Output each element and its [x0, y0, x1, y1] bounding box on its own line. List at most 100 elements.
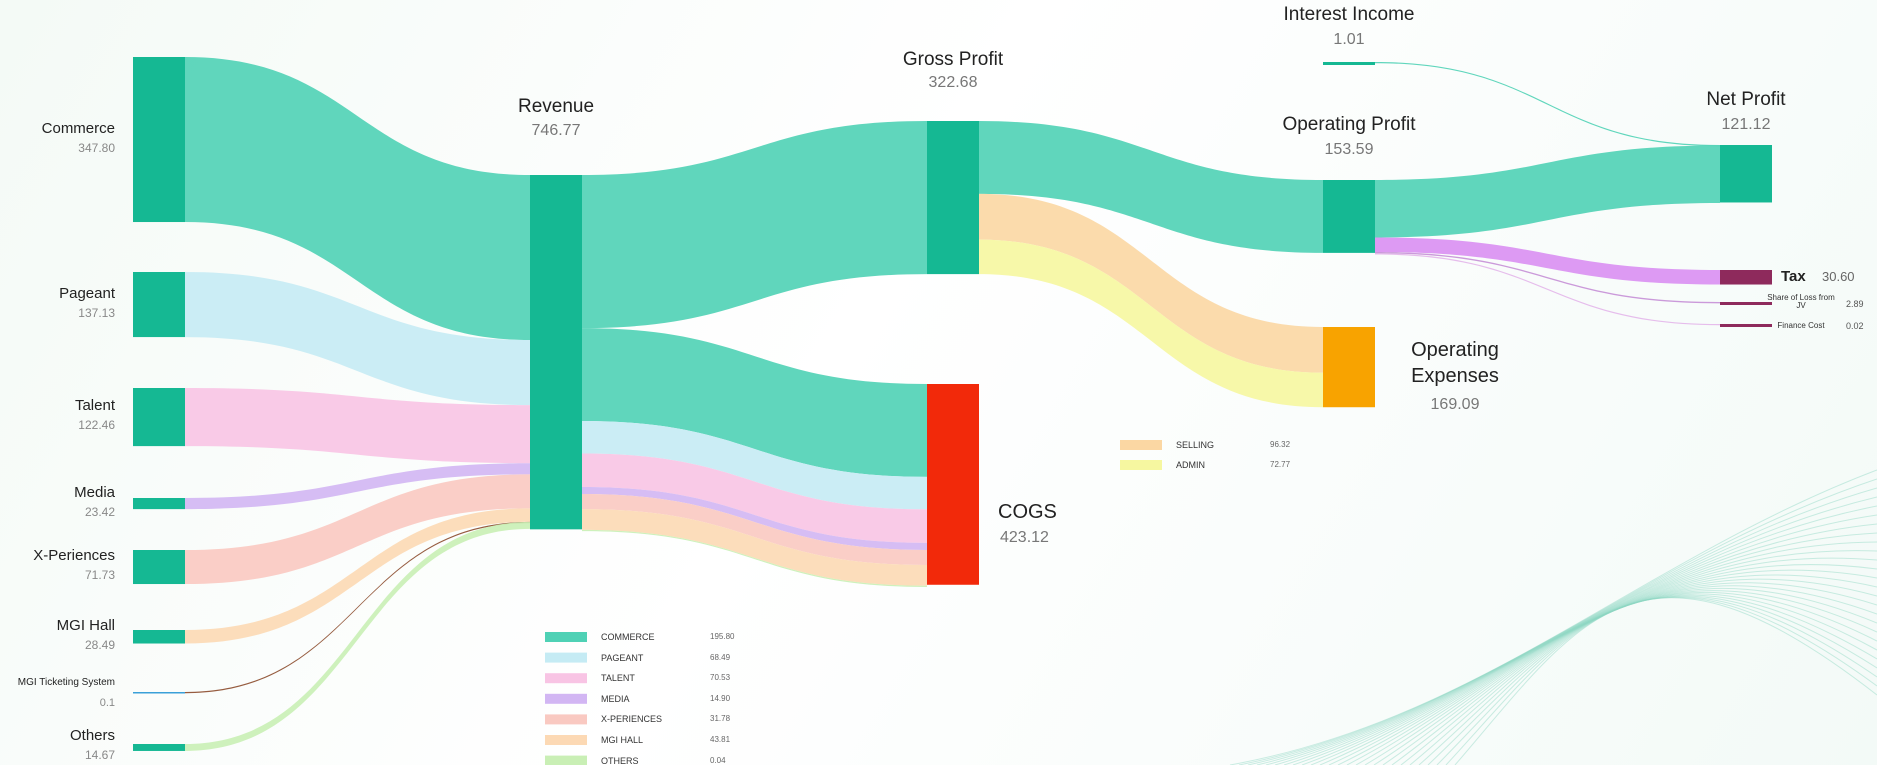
node-label: MGI Ticketing System — [17, 676, 115, 688]
node-value: 746.77 — [531, 122, 581, 139]
node-value: 423.12 — [1000, 529, 1049, 546]
decor-line — [1337, 569, 1877, 765]
node — [133, 272, 185, 338]
node-label: Share of Loss from JV — [1767, 292, 1835, 310]
legend-swatch — [545, 714, 587, 725]
legend-label: ADMIN — [1176, 460, 1205, 470]
decor-line — [1310, 550, 1877, 765]
flow — [1375, 251, 1720, 304]
node-value: 0.02 — [1846, 320, 1864, 331]
node-label: Talent — [74, 397, 115, 415]
node — [1323, 327, 1375, 408]
decor-line — [1292, 532, 1877, 765]
node-label: Finance Cost — [1777, 320, 1825, 330]
decor-line — [1400, 591, 1877, 765]
legend-label: SELLING — [1176, 440, 1215, 450]
decor-line — [1283, 523, 1877, 765]
node-label: Revenue — [517, 96, 595, 117]
legend-value: 195.80 — [710, 632, 735, 641]
flow — [185, 521, 530, 751]
node-label: Gross Profit — [902, 49, 1004, 70]
legend-value: 31.78 — [710, 714, 731, 724]
decor-line — [1436, 596, 1877, 765]
flow — [582, 529, 927, 588]
legend-value: 72.77 — [1270, 460, 1291, 469]
flow — [582, 421, 927, 510]
flow — [185, 521, 530, 694]
node-label: Pageant — [59, 284, 115, 302]
node — [927, 384, 979, 585]
flow — [582, 453, 927, 543]
flow — [185, 272, 530, 406]
node — [1720, 324, 1772, 327]
node-value: 2.89 — [1846, 298, 1864, 309]
decor-line — [1382, 587, 1877, 765]
legend-label: COMMERCE — [601, 632, 655, 642]
decor-line — [1319, 557, 1877, 765]
node-value: 137.13 — [78, 305, 115, 320]
decor-line — [1265, 505, 1877, 765]
legend-swatch — [545, 673, 587, 684]
node-value: 122.46 — [78, 418, 115, 433]
legend-label: PAGEANT — [601, 652, 644, 663]
node-label: Media — [74, 483, 115, 501]
node — [1323, 62, 1375, 65]
flow — [185, 57, 530, 341]
decor-line — [1445, 596, 1877, 765]
node-value: 322.68 — [928, 74, 978, 91]
node — [530, 175, 582, 530]
legend-value: 68.49 — [710, 652, 731, 662]
node-label: COGS — [998, 501, 1057, 523]
legend-label: MEDIA — [601, 693, 630, 704]
legend-value: 43.81 — [710, 735, 731, 744]
decor-line — [1256, 496, 1877, 765]
node-label: X-Periences — [33, 547, 115, 565]
legend-swatch — [545, 735, 587, 745]
node-label: Interest Income — [1283, 4, 1415, 25]
legend-value: 70.53 — [710, 673, 731, 683]
flow — [185, 463, 530, 510]
decor-line — [1328, 564, 1877, 765]
decor-line — [1391, 590, 1877, 765]
flow — [185, 474, 530, 585]
legend-swatch — [1120, 460, 1162, 470]
node-label: Commerce — [41, 119, 115, 137]
node-value: 23.42 — [84, 504, 115, 519]
node — [1720, 302, 1772, 305]
decor-line — [1229, 469, 1877, 765]
flow — [582, 121, 927, 329]
flow — [979, 193, 1323, 373]
legend-swatch — [545, 632, 587, 642]
node-label: Operating Expenses — [1411, 339, 1499, 387]
legend-label: MGI HALL — [601, 735, 644, 745]
decor-line — [1409, 593, 1877, 765]
node — [133, 744, 185, 751]
node-value: 0.1 — [99, 696, 115, 709]
flow — [582, 486, 927, 550]
node-value: 14.67 — [84, 748, 115, 763]
node — [927, 121, 979, 275]
node — [1323, 180, 1375, 253]
legend-label: TALENT — [601, 673, 635, 684]
decor-line — [1355, 578, 1877, 765]
node — [133, 630, 185, 644]
decor-line — [1238, 478, 1877, 765]
node-value: 1.01 — [1333, 31, 1365, 48]
decor-line — [1301, 541, 1877, 765]
legend-value: 96.32 — [1270, 440, 1291, 449]
node — [1720, 145, 1772, 203]
node-value: 347.80 — [78, 140, 115, 155]
flow — [582, 328, 927, 477]
legend-label: X-PERIENCES — [601, 714, 663, 725]
legend-swatch — [1120, 440, 1162, 450]
flow — [582, 494, 927, 566]
legend-value: 0.04 — [710, 755, 726, 765]
node — [133, 57, 185, 223]
flow — [185, 508, 530, 644]
legend-swatch — [545, 652, 587, 663]
decor-line — [1427, 595, 1877, 765]
flow — [1375, 145, 1720, 238]
node-value: 28.49 — [84, 637, 115, 652]
